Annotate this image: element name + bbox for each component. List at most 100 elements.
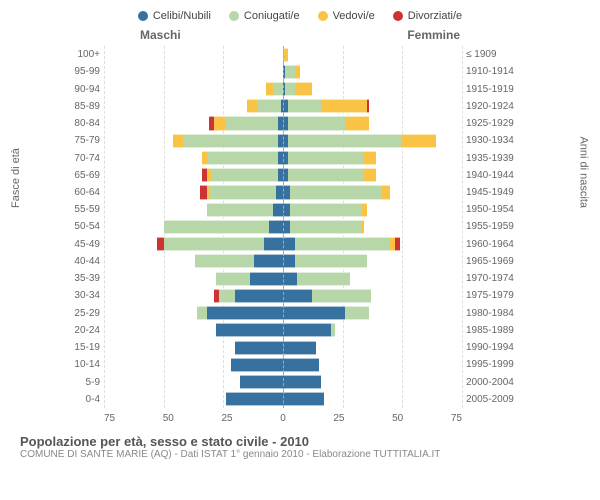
segment-c [283, 220, 290, 234]
segment-d [157, 237, 164, 251]
female-bar [283, 375, 462, 389]
center-line [283, 201, 284, 218]
center-line [283, 132, 284, 149]
legend-item: Celibi/Nubili [138, 10, 211, 22]
segment-c [283, 358, 319, 372]
birth-year-label: 1920-1924 [462, 101, 522, 112]
center-line [283, 98, 284, 115]
legend-label: Vedovi/e [333, 10, 375, 22]
segment-v [173, 134, 183, 148]
male-bar [104, 254, 283, 268]
age-label: 30-34 [60, 290, 104, 301]
male-bar [104, 306, 283, 320]
birth-year-label: 1940-1944 [462, 170, 522, 181]
male-bar [104, 323, 283, 337]
pyramid-row: 100+≤ 1909 [60, 46, 522, 63]
segment-c [235, 289, 283, 303]
bar-pair [104, 373, 462, 390]
birth-year-label: 1970-1974 [462, 273, 522, 284]
left-side-label: Maschi [140, 28, 181, 42]
legend-item: Vedovi/e [318, 10, 375, 22]
pyramid-rows: 100+≤ 190995-991910-191490-941915-191985… [60, 46, 522, 408]
birth-year-label: 1975-1979 [462, 290, 522, 301]
right-side-label: Femmine [407, 28, 460, 42]
female-bar [283, 272, 462, 286]
age-label: 100+ [60, 49, 104, 60]
center-line [283, 63, 284, 80]
pyramid-row: 30-34 1975-1979 [60, 287, 522, 304]
age-label: 40-44 [60, 256, 104, 267]
pyramid-row: 25-291980-1984 [60, 305, 522, 322]
female-bar [283, 323, 462, 337]
segment-c [250, 272, 283, 286]
center-line [283, 80, 284, 97]
segment-co [297, 272, 350, 286]
pyramid-row: 75-791930-1934 [60, 132, 522, 149]
pyramid-row: 85-891920-1924 [60, 98, 522, 115]
female-bar [283, 116, 462, 130]
bar-pair [104, 167, 462, 184]
legend: Celibi/NubiliConiugati/eVedovi/eDivorzia… [20, 10, 580, 22]
age-label: 0-4 [60, 394, 104, 405]
segment-c [283, 289, 312, 303]
pyramid-row: 15-191990-1994 [60, 339, 522, 356]
segment-co [285, 82, 295, 96]
center-line [283, 46, 284, 63]
segment-c [283, 237, 295, 251]
segment-co [290, 185, 381, 199]
segment-d [200, 185, 207, 199]
center-line [283, 339, 284, 356]
segment-c [216, 323, 283, 337]
segment-c [276, 185, 283, 199]
segment-c [269, 220, 283, 234]
male-bar [104, 220, 283, 234]
female-bar [283, 358, 462, 372]
segment-c [283, 306, 345, 320]
segment-c [283, 341, 316, 355]
bar-pair [104, 201, 462, 218]
female-bar [283, 134, 462, 148]
pyramid-row: 95-991910-1914 [60, 63, 522, 80]
segment-v [295, 82, 312, 96]
male-bar [104, 99, 283, 113]
pyramid-row: 35-391970-1974 [60, 270, 522, 287]
segment-co [197, 306, 207, 320]
segment-co [257, 99, 281, 113]
male-bar [104, 116, 283, 130]
birth-year-label: 1930-1934 [462, 135, 522, 146]
center-line [283, 184, 284, 201]
bar-pair [104, 305, 462, 322]
male-bar [104, 341, 283, 355]
birth-year-label: 1925-1929 [462, 118, 522, 129]
legend-swatch [138, 11, 148, 21]
bar-pair [104, 339, 462, 356]
birth-year-label: 1935-1939 [462, 153, 522, 164]
segment-co [183, 134, 278, 148]
segment-co [164, 237, 264, 251]
x-tick-label: 25 [221, 413, 232, 424]
male-bar [104, 237, 283, 251]
center-line [283, 287, 284, 304]
bar-pair [104, 115, 462, 132]
bar-pair [104, 149, 462, 166]
center-line [283, 305, 284, 322]
x-tick-label: 0 [280, 413, 286, 424]
male-bar [104, 375, 283, 389]
bar-pair [104, 236, 462, 253]
x-tick-label: 75 [451, 413, 462, 424]
segment-co [288, 99, 321, 113]
segment-co [219, 289, 236, 303]
male-bar [104, 151, 283, 165]
age-label: 10-14 [60, 359, 104, 370]
age-label: 20-24 [60, 325, 104, 336]
pyramid-row: 20-241985-1989 [60, 322, 522, 339]
birth-year-label: 1955-1959 [462, 221, 522, 232]
legend-item: Coniugati/e [229, 10, 300, 22]
segment-c [283, 375, 321, 389]
segment-co [207, 151, 279, 165]
age-label: 50-54 [60, 221, 104, 232]
female-bar [283, 237, 462, 251]
segment-c [207, 306, 283, 320]
male-bar [104, 392, 283, 406]
segment-co [207, 203, 274, 217]
